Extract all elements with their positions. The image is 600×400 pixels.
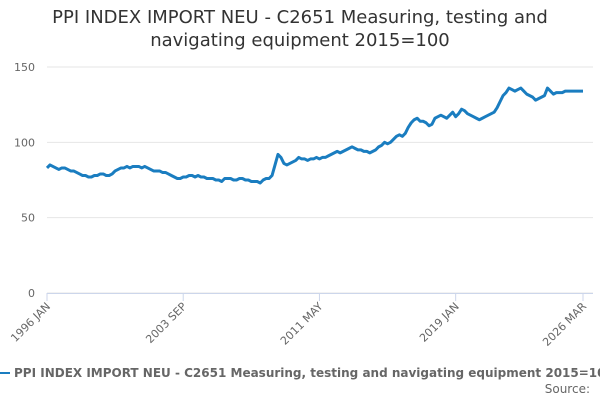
legend-label: PPI INDEX IMPORT NEU - C2651 Measuring, … — [14, 366, 600, 380]
x-tick-label: 2011 MAY — [278, 300, 326, 348]
series-line — [45, 86, 583, 185]
y-tick-label: 50 — [21, 212, 35, 225]
source: Source: — [545, 382, 590, 396]
x-tick-label: 2019 JAN — [417, 300, 462, 345]
y-tick-label: 0 — [28, 287, 35, 300]
x-tick-label: 2003 SEP — [143, 300, 189, 346]
x-tick-label: 1996 JAN — [8, 300, 53, 345]
chart-title: PPI INDEX IMPORT NEU - C2651 Measuring, … — [52, 7, 548, 51]
x-tick-label: 2026 MAR — [540, 300, 589, 349]
y-tick-label: 150 — [14, 61, 35, 74]
y-tick-label: 100 — [14, 136, 35, 149]
